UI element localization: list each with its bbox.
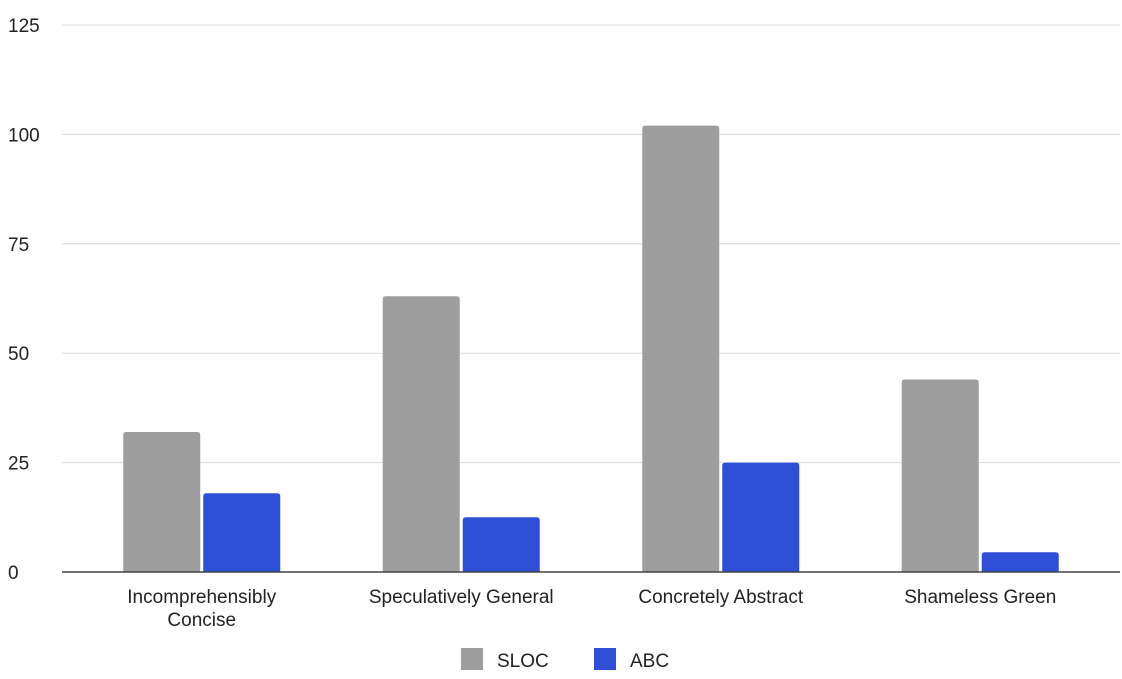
y-tick-label: 25 — [8, 454, 29, 475]
bar-sloc-2 — [642, 125, 720, 572]
bars — [123, 125, 1059, 572]
category-label: Shameless Green — [904, 587, 1056, 608]
legend-swatch-abc — [594, 648, 616, 670]
legend-swatch-sloc — [461, 648, 483, 670]
category-label: Speculatively General — [369, 587, 554, 608]
y-tick-label: 50 — [8, 344, 29, 365]
bar-sloc-3 — [901, 379, 979, 572]
bar-abc-1 — [462, 517, 540, 572]
category-label: Concretely Abstract — [638, 587, 803, 608]
y-tick-label: 100 — [8, 125, 40, 146]
bar-abc-3 — [981, 552, 1059, 572]
category-label: Incomprehensibly — [127, 587, 276, 608]
y-tick-label: 75 — [8, 235, 29, 256]
bar-sloc-1 — [382, 296, 460, 572]
y-tick-label: 125 — [8, 16, 40, 37]
bar-sloc-0 — [123, 431, 201, 572]
y-tick-label: 0 — [8, 563, 19, 584]
category-label: Concise — [167, 610, 236, 631]
legend-label-abc: ABC — [630, 651, 669, 672]
y-axis-tick-labels: 0 25 50 75 100 125 — [8, 16, 40, 584]
legend-label-sloc: SLOC — [497, 651, 549, 672]
bar-abc-0 — [203, 493, 281, 572]
legend: SLOC ABC — [461, 648, 669, 672]
bar-abc-2 — [722, 462, 800, 572]
